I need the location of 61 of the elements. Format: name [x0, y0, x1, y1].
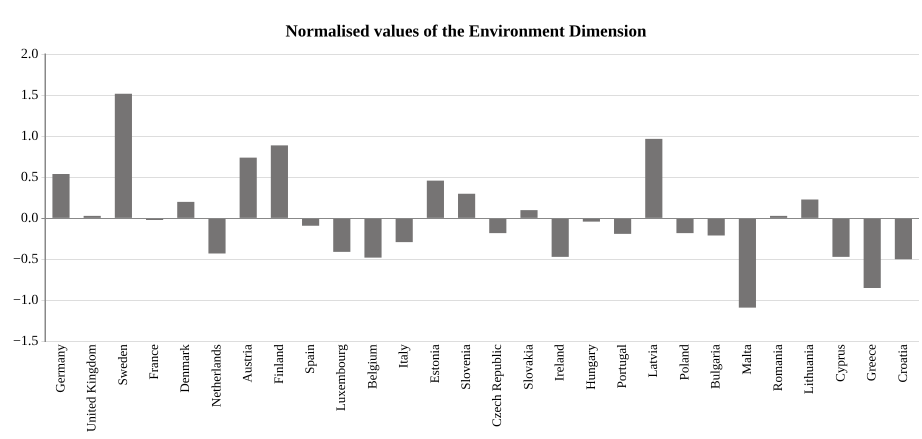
bar [552, 218, 569, 257]
x-tick-label: Austria [240, 344, 255, 383]
x-tick-label: Denmark [177, 344, 192, 393]
x-tick-label: Finland [270, 344, 286, 384]
bar [489, 218, 506, 234]
y-tick-label: 2.0 [20, 47, 38, 62]
bar [458, 194, 476, 218]
bar [364, 218, 382, 258]
bar [208, 218, 226, 254]
x-tick-label: Slovakia [520, 344, 536, 390]
y-tick-label: −1.5 [12, 334, 38, 349]
x-tick-label: Netherlands [208, 344, 224, 408]
bar [114, 94, 132, 218]
x-tick-label: Latvia [645, 344, 660, 378]
x-tick-label: Poland [676, 344, 692, 380]
x-tick-label: Slovenia [458, 344, 474, 390]
x-tick-label: Ireland [552, 344, 567, 382]
x-tick-label: Czech Republic [489, 344, 504, 427]
y-tick-label: 0.5 [20, 170, 38, 186]
bar [177, 202, 194, 218]
x-tick-label: Sweden [114, 344, 130, 386]
bar [645, 138, 662, 218]
bar [396, 218, 413, 242]
x-tick-label: Croatia [894, 344, 910, 383]
y-tick-label: −0.5 [12, 252, 38, 267]
x-tick-label: Hungary [582, 344, 598, 390]
bar [864, 218, 881, 288]
bar [801, 199, 818, 218]
x-tick-label: Romania [770, 344, 786, 392]
x-tick-label: Estonia [426, 344, 442, 384]
bar [520, 210, 538, 218]
x-tick-label: Spain [302, 344, 318, 374]
bar [240, 158, 257, 218]
x-tick-label: Germany [52, 344, 68, 393]
x-tick-label: Bulgaria [708, 344, 723, 390]
chart-title: Normalised values of the Environment Dimension [286, 22, 648, 41]
y-tick-label: 1.5 [20, 88, 38, 104]
x-tick-label: Greece [864, 344, 879, 382]
bar [270, 145, 288, 218]
bar [676, 218, 694, 234]
x-tick-label: Cyprus [832, 344, 848, 382]
x-tick-label: Portugal [614, 344, 630, 388]
x-tick-label: United Kingdom [84, 344, 99, 432]
bar [333, 218, 350, 252]
bar [708, 218, 725, 236]
bar [614, 218, 632, 234]
bar [832, 218, 850, 257]
y-tick-label: 0.0 [20, 210, 38, 226]
bar [894, 218, 912, 260]
bar [738, 218, 756, 308]
y-tick-label: −1.0 [12, 292, 38, 308]
x-tick-label: Belgium [364, 344, 380, 390]
x-tick-label: Luxembourg [333, 344, 348, 412]
x-tick-label: Lithuania [801, 344, 816, 394]
x-tick-label: Malta [738, 344, 754, 375]
x-tick-label: Italy [396, 344, 411, 368]
y-tick-label: 1.0 [20, 129, 38, 144]
bar [52, 174, 70, 218]
bar [426, 180, 444, 218]
bar [302, 218, 320, 226]
x-tick-label: France [146, 344, 162, 380]
